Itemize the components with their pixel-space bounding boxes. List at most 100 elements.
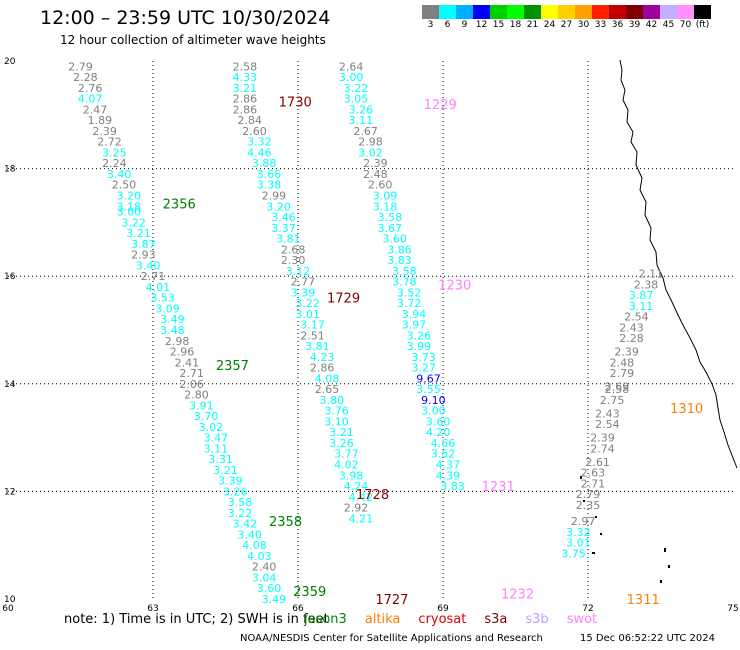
- wave-height-value: 3.80: [320, 394, 345, 407]
- wave-height-value: 3.98: [339, 469, 364, 482]
- color-swatch-label: 36: [611, 20, 624, 30]
- y-tick-label: 16: [4, 272, 16, 282]
- mission-legend-item: swot: [566, 612, 598, 627]
- wave-height-value: 3.25: [102, 146, 127, 159]
- wave-height-value: 2.63: [581, 467, 606, 480]
- color-swatch: [541, 5, 558, 19]
- wave-height-value: 2.80: [184, 389, 209, 402]
- color-swatch: [507, 5, 524, 19]
- wave-height-value: 2.48: [363, 168, 388, 181]
- wave-height-value: 3.91: [189, 399, 214, 412]
- wave-height-value: 2.48: [610, 356, 635, 369]
- wave-height-value: 3.58: [228, 496, 253, 509]
- wave-height-values: 2.792.282.764.072.471.892.392.723.252.24…: [68, 60, 663, 606]
- wave-height-value: 2.28: [73, 71, 98, 84]
- wave-height-value: 2.97: [571, 515, 596, 528]
- y-tick-label: 20: [4, 57, 16, 67]
- island-marks: [580, 476, 670, 583]
- wave-height-value: 3.55: [416, 383, 441, 396]
- wave-height-value: 2.43: [619, 321, 644, 334]
- footer-note: note: 1) Time is in UTC; 2) SWH is in fe…: [64, 612, 329, 627]
- pass-time-label: 2359: [293, 585, 326, 600]
- wave-height-value: 2.39: [92, 125, 117, 138]
- wave-height-value: 2.11: [639, 268, 664, 281]
- wave-height-value: 3.11: [349, 114, 374, 127]
- pass-time-label: 1728: [356, 488, 389, 503]
- wave-height-value: 2.86: [233, 93, 258, 106]
- wave-height-value: 2.79: [610, 367, 635, 380]
- wave-height-value: 3.01: [566, 537, 591, 550]
- generation-timestamp: 15 Dec 06:52:22 UTC 2024: [580, 633, 715, 644]
- wave-height-value: 2.98: [165, 335, 190, 348]
- color-swatch-label: 21: [526, 20, 539, 30]
- wave-height-value: 3.66: [257, 168, 282, 181]
- wave-height-value: 3.86: [387, 243, 412, 256]
- wave-height-value: 2.77: [291, 276, 316, 289]
- color-swatch: [592, 5, 609, 19]
- color-swatch: [490, 5, 507, 19]
- wave-height-value: 2.24: [102, 157, 127, 170]
- color-swatch: [643, 5, 660, 19]
- wave-height-value: 3.53: [150, 292, 175, 305]
- wave-height-value: 3.40: [107, 168, 132, 181]
- wave-height-value: 3.42: [233, 518, 258, 531]
- wave-height-value: 3.26: [329, 437, 354, 450]
- wave-height-value: 3.37: [271, 222, 296, 235]
- pass-time-label: 1231: [482, 480, 515, 495]
- color-swatch-label: 45: [662, 20, 675, 30]
- wave-height-value: 3.22: [295, 297, 320, 310]
- color-swatch: [422, 5, 439, 19]
- wave-height-value: 3.62: [431, 448, 456, 461]
- wave-height-value: 3.00: [117, 206, 142, 219]
- color-swatch: [439, 5, 456, 19]
- wave-height-value: 3.83: [387, 254, 412, 267]
- wave-height-value: 3.22: [344, 82, 369, 95]
- wave-height-value: 2.71: [581, 477, 606, 490]
- wave-height-value: 2.72: [97, 136, 122, 149]
- color-swatch: [473, 5, 490, 19]
- axis-tick-labels: 60 63 66 69 72 75 10 12 14 16 18 20: [2, 57, 738, 614]
- wave-height-value: 3.46: [271, 211, 296, 224]
- pass-time-label: 1230: [438, 278, 471, 293]
- wave-height-value: 3.22: [121, 216, 146, 229]
- color-swatch-label: 12: [475, 20, 488, 30]
- color-swatch-label: 9: [461, 20, 468, 30]
- pass-time-label: 1232: [501, 588, 534, 603]
- wave-height-value: 2.40: [252, 561, 277, 574]
- pass-time-label: 2357: [216, 359, 249, 374]
- wave-height-value: 3.38: [257, 179, 282, 192]
- wave-height-value: 2.68: [281, 243, 306, 256]
- wave-height-value: 2.50: [112, 179, 137, 192]
- wave-height-value: 3.77: [334, 448, 359, 461]
- wave-height-value: 4.33: [233, 71, 258, 84]
- wave-height-value: 3.73: [411, 351, 436, 364]
- wave-height-value: 4.66: [431, 437, 456, 450]
- wave-height-value: 3.09: [373, 190, 398, 203]
- color-swatch-label: 42: [645, 20, 658, 30]
- wave-height-value: 3.02: [199, 421, 224, 434]
- wave-height-value: 3.70: [194, 410, 219, 423]
- wave-height-value: 2.79: [576, 488, 601, 501]
- wave-height-value: 3.20: [117, 190, 142, 203]
- wave-height-value: 2.98: [358, 136, 383, 149]
- y-tick-label: 18: [4, 165, 16, 175]
- wave-height-value: 2.93: [131, 249, 156, 262]
- mission-legend-item: altika: [364, 612, 401, 627]
- wave-height-value: 2.30: [281, 254, 306, 267]
- color-swatch-label: 18: [509, 20, 522, 30]
- wave-height-value: 9.67: [416, 372, 441, 385]
- wave-height-value: 3.09: [155, 302, 180, 315]
- wave-height-value: 2.54: [595, 418, 620, 431]
- wave-height-value: 3.72: [397, 297, 422, 310]
- wave-height-value: 2.60: [242, 125, 267, 138]
- wave-height-value: 3.21: [126, 227, 151, 240]
- pass-time-label: 1729: [327, 292, 360, 307]
- wave-height-value: 2.28: [619, 332, 644, 345]
- wave-height-value: 3.58: [392, 265, 417, 278]
- wave-height-value: 3.67: [378, 222, 403, 235]
- color-swatch-label: 39: [628, 20, 641, 30]
- wave-height-value: 3.81: [276, 233, 301, 246]
- wave-height-value: 2.86: [310, 362, 335, 375]
- wave-height-value: 4.39: [436, 469, 461, 482]
- wave-height-value: 4.46: [247, 146, 272, 159]
